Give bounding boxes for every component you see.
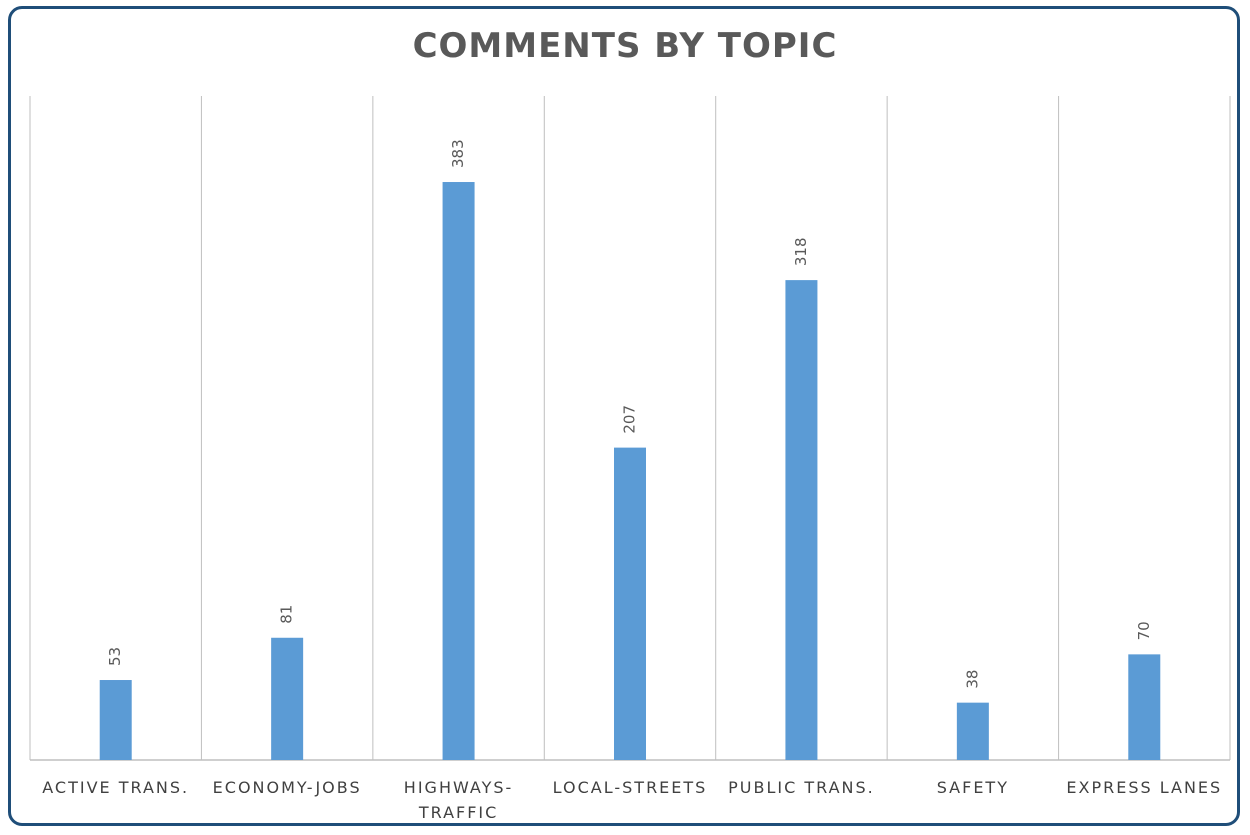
data-label: 207 xyxy=(621,405,639,434)
category-label: SAFETY xyxy=(937,778,1009,797)
data-labels: 53 81 383 207 318 38 70 xyxy=(106,139,1153,688)
bars xyxy=(99,182,1161,760)
data-label: 383 xyxy=(449,139,467,168)
category-label: ECONOMY-JOBS xyxy=(213,778,362,797)
data-label: 318 xyxy=(792,237,810,266)
bar xyxy=(99,680,132,760)
bar xyxy=(271,637,304,760)
category-labels: ACTIVE TRANS. ECONOMY-JOBS HIGHWAYS- TRAFFI… xyxy=(42,778,1222,822)
data-label: 81 xyxy=(278,605,296,624)
category-label: EXPRESS LANES xyxy=(1066,778,1222,797)
category-label: HIGHWAYS- xyxy=(404,778,514,797)
bar xyxy=(1128,654,1161,760)
bar xyxy=(442,182,475,760)
data-label: 53 xyxy=(106,647,124,666)
category-label: PUBLIC TRANS. xyxy=(728,778,875,797)
bar xyxy=(785,280,818,760)
gridlines xyxy=(29,96,1231,761)
data-label: 38 xyxy=(963,670,981,689)
bar xyxy=(614,447,646,760)
chart-title: COMMENTS BY TOPIC xyxy=(412,26,838,66)
bar xyxy=(956,702,989,760)
category-label: LOCAL-STREETS xyxy=(553,778,708,797)
data-label: 70 xyxy=(1135,621,1153,640)
category-label: ACTIVE TRANS. xyxy=(42,778,189,797)
category-label: TRAFFIC xyxy=(418,803,498,822)
